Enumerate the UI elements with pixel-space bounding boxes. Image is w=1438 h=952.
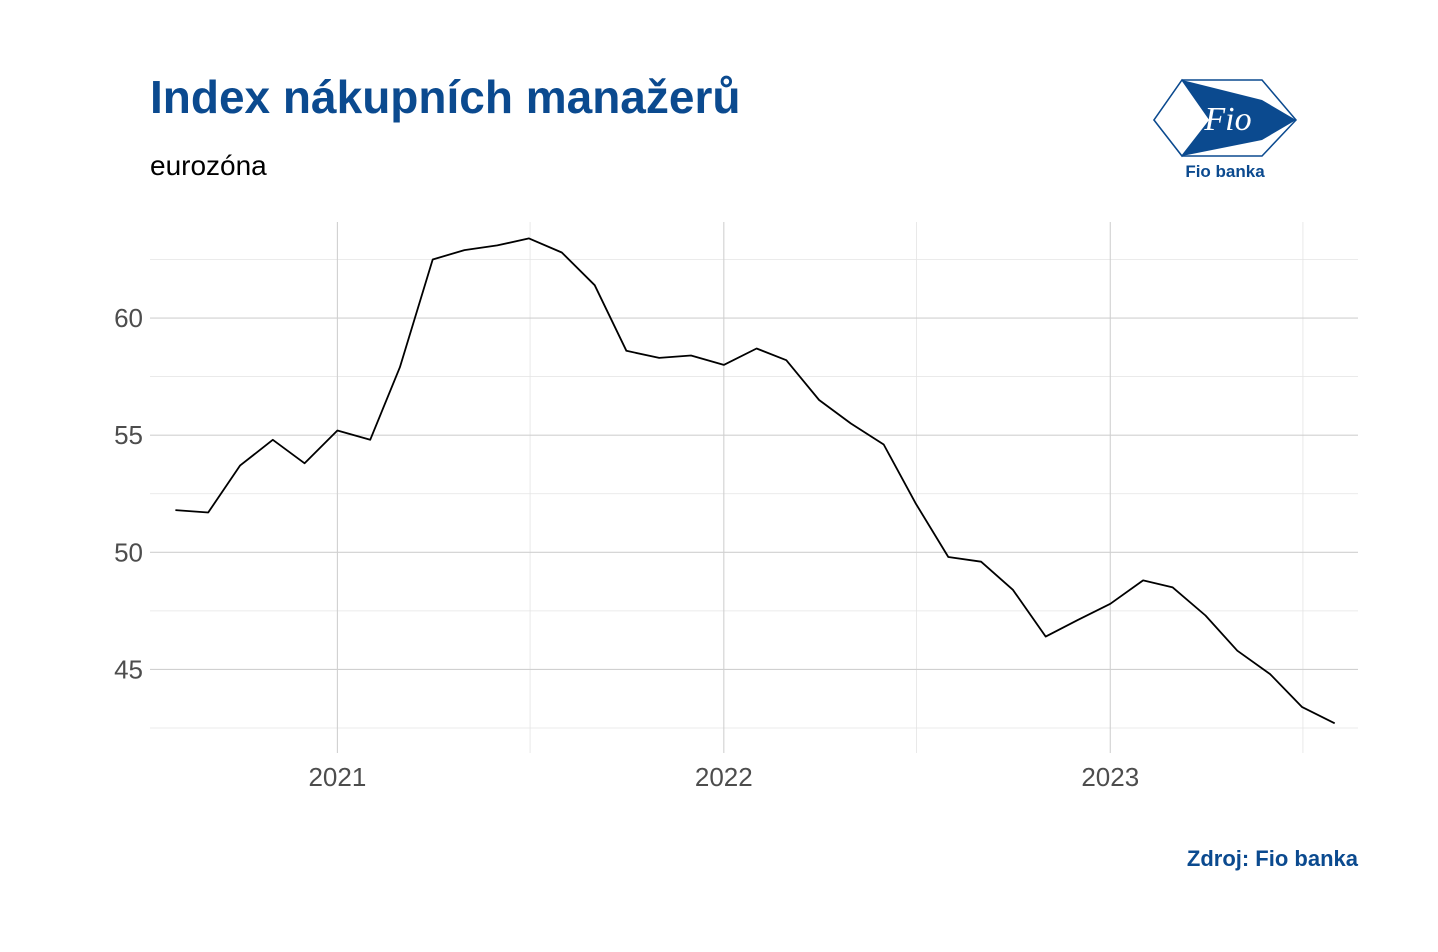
fio-logo: Fio Fio banka — [1150, 78, 1300, 188]
y-tick-label: 60 — [114, 303, 143, 333]
x-tick-label: 2022 — [695, 762, 753, 792]
series-line — [175, 237, 1336, 725]
x-tick-label: 2023 — [1081, 762, 1139, 792]
logo-text: Fio — [1203, 101, 1251, 138]
y-tick-label: 45 — [114, 654, 143, 684]
fio-emblem-icon: Fio — [1153, 78, 1298, 158]
logo-caption: Fio banka — [1185, 162, 1265, 181]
y-axis-ticks: 45 50 55 60 — [114, 303, 143, 684]
x-axis-ticks: 2021 2022 2023 — [308, 762, 1139, 792]
grid-major — [150, 222, 1358, 753]
y-tick-label: 50 — [114, 537, 143, 567]
source-note: Zdroj: Fio banka — [1186, 846, 1358, 871]
chart-title: Index nákupních manažerů — [150, 71, 741, 123]
x-tick-label: 2021 — [308, 762, 366, 792]
y-tick-label: 55 — [114, 420, 143, 450]
grid-minor — [150, 222, 1358, 753]
chart-subtitle: eurozóna — [150, 150, 267, 181]
series-group — [175, 237, 1336, 725]
